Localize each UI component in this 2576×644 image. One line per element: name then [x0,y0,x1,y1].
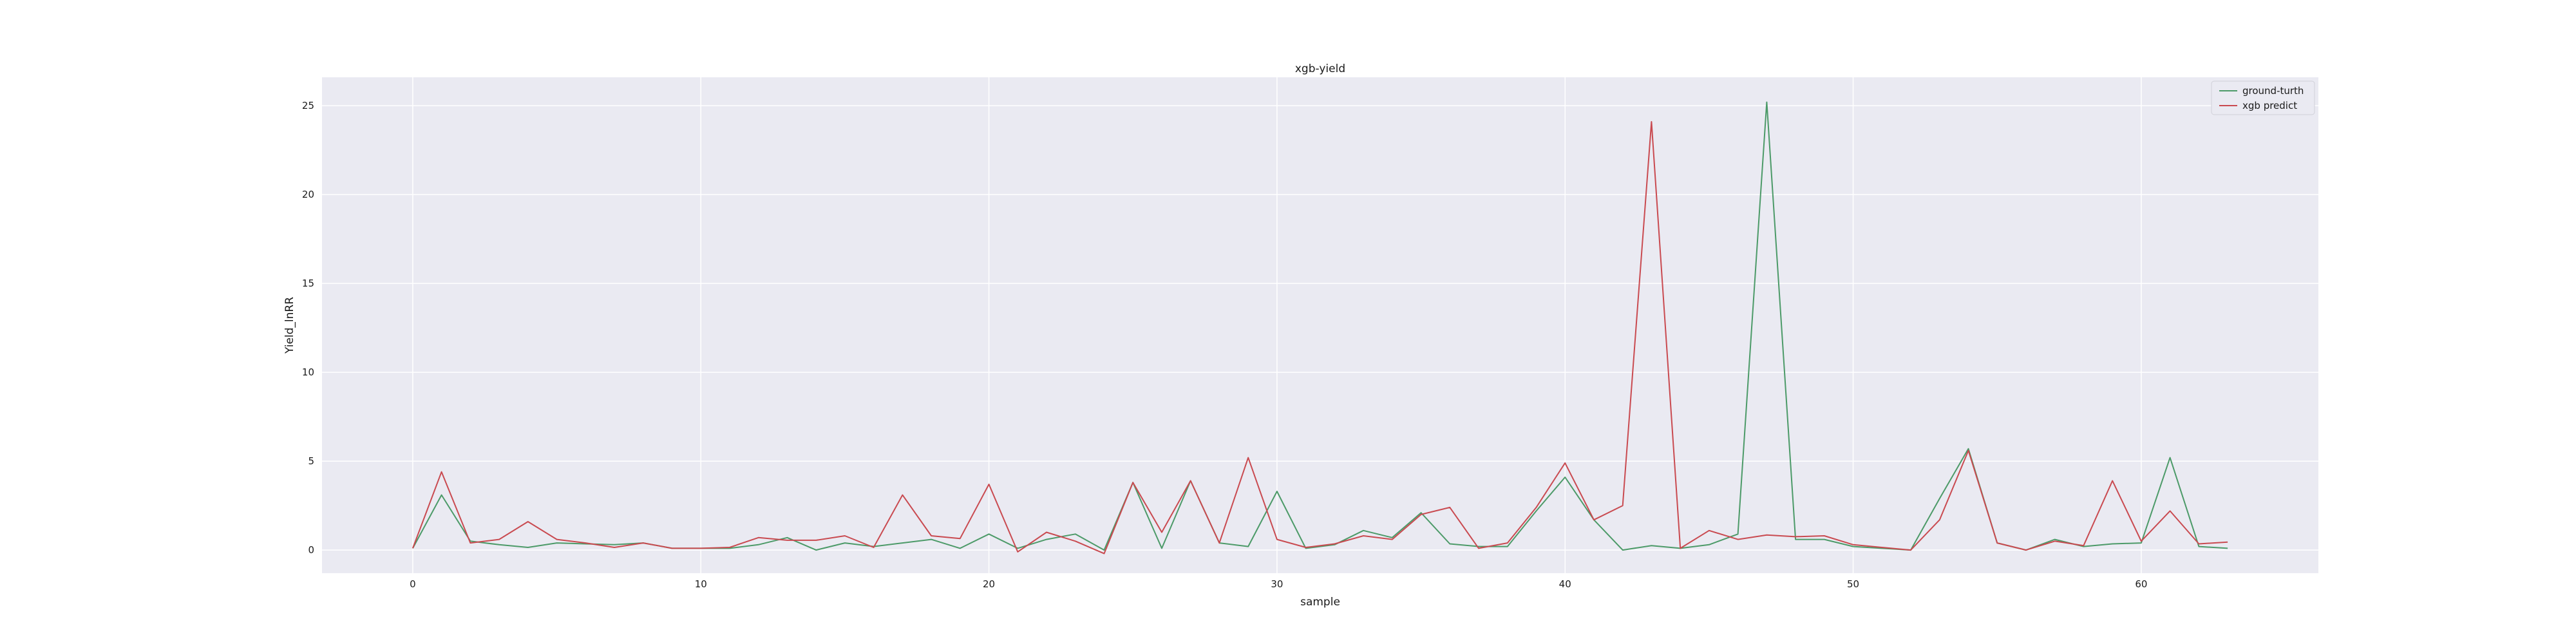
y-axis-label: Yield_lnRR [283,297,296,354]
x-tick-label: 50 [1847,578,1859,590]
legend: ground-turth xgb predict [2211,80,2315,115]
legend-label-ground-turth: ground-turth [2242,85,2304,97]
x-tick-label: 30 [1271,578,1283,590]
series-lines [412,101,2228,554]
x-tick-label: 20 [983,578,995,590]
y-tick-label: 10 [302,366,314,378]
y-tick-label: 25 [302,100,314,111]
x-tick-label: 40 [1559,578,1571,590]
tick-labels: 0 10 20 30 40 50 60 0 5 10 15 20 25 [302,100,2148,590]
y-tick-label: 0 [308,544,314,556]
legend-label-xgb-predict: xgb predict [2242,100,2297,111]
plot-area-background [322,77,2318,573]
x-tick-label: 0 [410,578,416,590]
y-tick-label: 20 [302,189,314,200]
chart-title: xgb-yield [1295,62,1345,75]
y-tick-label: 15 [302,278,314,289]
y-tick-label: 5 [308,455,314,467]
x-tick-label: 10 [695,578,707,590]
grid-lines [322,77,2318,573]
x-tick-label: 60 [2135,578,2147,590]
x-axis-label: sample [1300,596,1340,609]
series-line-xgb-predict [412,121,2228,554]
